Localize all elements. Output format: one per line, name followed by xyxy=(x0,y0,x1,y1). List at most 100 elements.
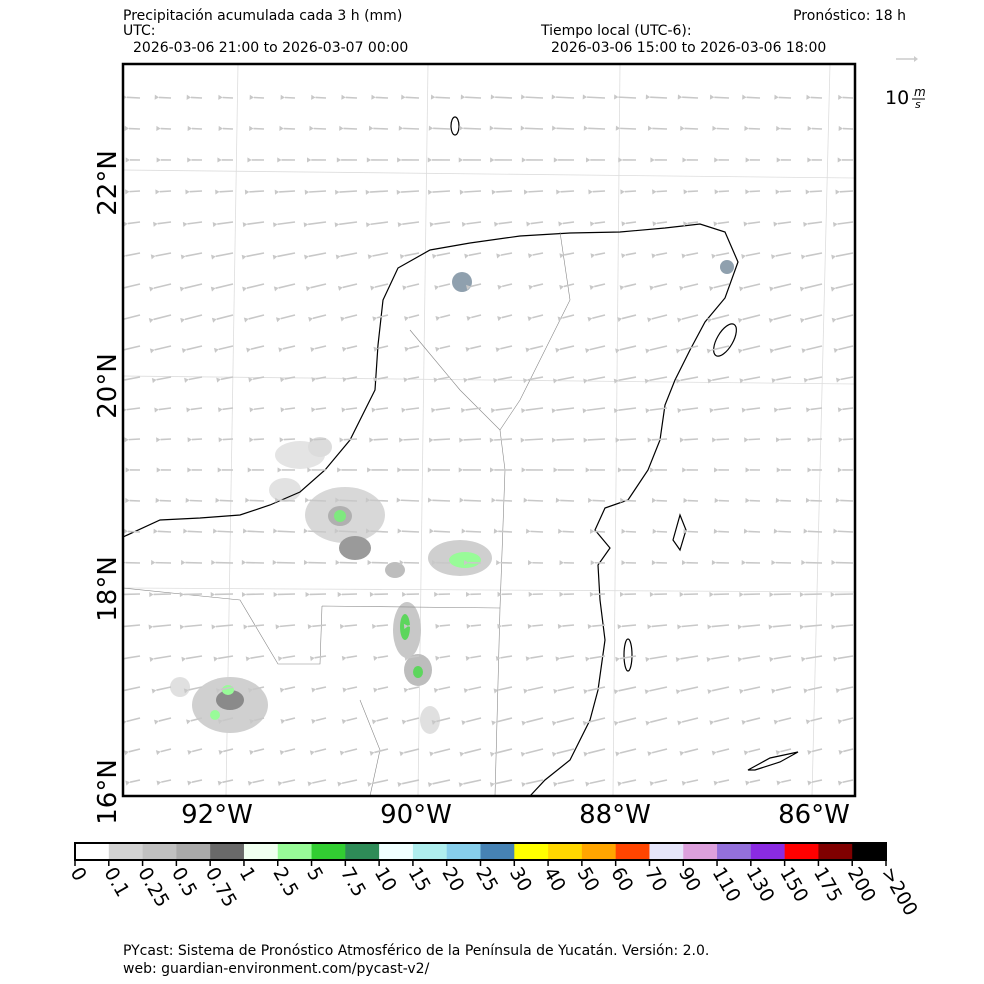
wind-arrow-head xyxy=(805,497,811,503)
wind-arrow xyxy=(435,407,451,411)
wind-arrow xyxy=(592,314,606,320)
wind-arrow-head xyxy=(557,623,563,630)
wind-arrow xyxy=(649,376,668,382)
wind-arrow-head xyxy=(459,125,464,131)
wind-arrow-head xyxy=(186,94,191,100)
wind-arrow-head xyxy=(341,94,346,100)
wind-arrow-head xyxy=(769,286,775,292)
wind-arrow xyxy=(656,221,668,225)
wind-arrow-head xyxy=(709,94,715,100)
wind-arrow xyxy=(283,438,296,441)
colorbar-cell xyxy=(176,843,211,860)
wind-arrow xyxy=(127,530,141,533)
wind-arrow xyxy=(683,283,699,289)
wind-arrow-head xyxy=(434,591,439,597)
wind-arrow xyxy=(253,717,265,722)
wind-arrow-head xyxy=(210,286,216,292)
wind-arrow-head xyxy=(491,720,497,726)
wind-arrow-head xyxy=(776,780,782,786)
wind-arrow xyxy=(495,407,513,411)
wind-arrow-head xyxy=(520,125,526,131)
wind-arrow-head xyxy=(555,347,561,353)
wind-arrow xyxy=(773,655,792,660)
wind-arrow xyxy=(312,779,327,784)
wind-arrow-head xyxy=(365,497,371,503)
wind-arrow xyxy=(339,190,358,193)
wind-arrow xyxy=(278,283,296,289)
wind-arrow xyxy=(835,624,854,628)
wind-arrow xyxy=(528,190,544,193)
wind-arrow-head xyxy=(309,750,315,756)
wind-arrow-head xyxy=(243,624,248,630)
wind-arrow-head xyxy=(217,467,222,473)
wind-arrow xyxy=(432,190,451,193)
wind-arrow-head xyxy=(677,317,682,323)
wind-arrow xyxy=(440,314,451,319)
wind-arrow xyxy=(158,717,172,722)
wind-arrow-head xyxy=(303,222,309,228)
wind-arrow-head xyxy=(521,467,526,473)
wind-arrow-head xyxy=(397,782,403,788)
wind-arrow xyxy=(346,717,358,722)
wind-arrow xyxy=(681,314,699,320)
wind-arrow-head xyxy=(707,689,713,695)
wind-arrow xyxy=(277,221,296,226)
wind-arrow-head xyxy=(707,317,713,323)
wind-arrow xyxy=(836,314,854,321)
wind-arrow-head xyxy=(523,378,528,384)
wind-arrow xyxy=(718,530,730,533)
wind-arrow xyxy=(840,499,854,502)
wind-arrow-head xyxy=(709,286,714,292)
wind-arrow xyxy=(749,190,761,193)
wind-arrow-head xyxy=(737,317,743,323)
wind-arrow xyxy=(188,686,203,691)
wind-arrow xyxy=(810,407,823,411)
wind-arrow xyxy=(308,252,327,258)
wind-arrow xyxy=(282,655,296,659)
colorbar-label: 20 xyxy=(437,864,468,896)
wind-arrow-head xyxy=(182,221,188,227)
wind-arrow xyxy=(650,96,668,99)
wind-arrow xyxy=(408,314,420,319)
forecast-hour: Pronóstico: 18 h xyxy=(793,8,906,24)
wind-arrow xyxy=(589,655,606,660)
wind-arrow-head xyxy=(714,189,719,195)
wind-arrow xyxy=(222,438,234,441)
wind-arrow xyxy=(284,686,296,691)
wind-arrow xyxy=(497,376,513,381)
wind-arrow-head xyxy=(277,781,283,787)
wind-arrow-head xyxy=(434,285,440,291)
wind-arrow-head xyxy=(559,253,565,259)
wind-arrow xyxy=(652,127,668,130)
wind-arrow-head xyxy=(744,437,749,443)
wind-arrow xyxy=(222,96,234,99)
wind-arrow xyxy=(681,717,699,723)
wind-arrow xyxy=(624,283,637,288)
wind-arrow xyxy=(587,96,606,99)
wind-arrow xyxy=(494,127,513,130)
wind-arrow xyxy=(466,221,482,225)
wind-arrow-head xyxy=(148,318,154,323)
wind-arrow xyxy=(314,748,327,753)
wind-arrow xyxy=(780,748,792,753)
wind-arrow xyxy=(438,686,451,691)
colorbar-label: 2.5 xyxy=(268,864,302,901)
wind-arrow-head xyxy=(433,377,439,383)
wind-arrow-head xyxy=(588,497,593,503)
wind-arrow xyxy=(339,221,358,226)
wind-arrow-head xyxy=(246,347,251,353)
wind-arrow xyxy=(745,252,761,257)
wind-arrow-head xyxy=(807,750,813,756)
wind-arrow-head xyxy=(396,497,402,503)
wind-arrow xyxy=(280,314,296,320)
wind-arrow xyxy=(498,686,513,691)
wind-arrow xyxy=(618,717,637,724)
wind-arrow-head xyxy=(768,318,774,324)
wind-arrow-head xyxy=(367,559,372,566)
wind-arrow-head xyxy=(340,316,346,322)
wind-arrow xyxy=(774,345,792,351)
wind-arrow xyxy=(842,717,854,722)
wind-arrow-head xyxy=(714,497,720,503)
wind-arrow-head xyxy=(677,624,682,630)
wind-arrow-head xyxy=(619,285,625,291)
